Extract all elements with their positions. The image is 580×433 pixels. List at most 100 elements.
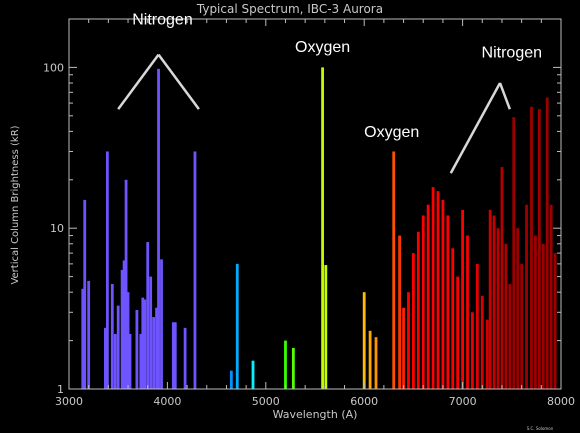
spectral-line [530,106,533,389]
spectral-line [500,167,504,389]
spectral-line [104,327,107,389]
spectral-line [407,292,410,389]
spectral-line [193,151,197,389]
spectral-line [324,265,328,389]
spectral-line [141,297,145,389]
spectral-line [149,276,153,389]
spectral-line [508,283,512,389]
spectral-line [504,243,508,389]
spectral-line [126,292,130,389]
spectral-line [171,322,175,389]
spectral-line [416,231,420,389]
x-tick-label: 6000 [350,395,378,408]
spectral-line [284,340,287,389]
spectral-line [291,347,295,389]
spectral-line [87,280,91,389]
spectral-line [485,319,489,389]
x-tick-label: 7000 [449,395,477,408]
y-tick-label: 10 [50,222,64,235]
spectral-line [120,269,124,389]
spectral-line [549,204,553,389]
spectral-line [157,68,160,389]
annotation-pointer [157,53,200,110]
chart-title: Typical Spectrum, IBC-3 Aurora [196,2,383,16]
spectral-line [412,253,415,389]
spectral-line [534,235,537,389]
spectral-line [488,209,492,389]
annotation-label: Oxygen [295,39,350,56]
spectral-line [475,263,479,389]
spectral-line [160,259,163,389]
x-tick-label: 4000 [153,395,181,408]
annotation-pointer [498,82,512,110]
spectral-line [441,199,445,389]
spectral-line [516,228,520,389]
spectral-line [431,187,435,389]
spectral-line [83,199,87,389]
spectral-line [143,299,147,389]
spectral-line [229,370,233,389]
y-tick-label: 1 [57,383,64,396]
x-tick-label: 8000 [547,395,575,408]
annotation-label: Nitrogen [132,11,192,28]
annotation-pointer [449,82,502,174]
x-tick-label: 3000 [55,395,83,408]
spectral-line [541,243,545,389]
spectral-line [110,283,114,389]
spectral-line [152,317,156,389]
annotation-pointer [117,53,160,110]
spectral-line [402,307,405,389]
spectral-line [155,307,158,389]
spectral-line [451,248,455,389]
x-axis-label: Wavelength (A) [273,408,358,421]
spectral-line [183,327,187,389]
spectral-line [235,263,239,389]
spectral-line [545,97,549,390]
spectral-line [446,215,450,389]
annotation-pointers [117,53,512,174]
spectral-line [135,309,139,389]
spectral-line [128,333,132,389]
spectral-line [512,117,516,389]
spectral-line [122,260,126,389]
spectral-line [139,333,143,389]
spectral-line [173,322,177,389]
x-tick-label: 5000 [252,395,280,408]
spectral-line [492,215,496,389]
spectral-line [480,295,484,389]
spectral-line [321,67,324,390]
spectral-line [537,109,541,390]
y-axis-label: Vertical Column Brightness (kR) [10,125,21,284]
spectral-line [251,360,255,389]
image-credit: S.C. Solomon [527,426,554,431]
spectral-line [436,191,440,389]
spectral-lines [81,67,557,390]
spectral-line [124,179,128,389]
spectral-line [398,235,402,389]
spectral-line [461,209,464,389]
spectral-line [471,312,474,389]
plot-frame [68,18,562,390]
y-tick-label: 100 [43,61,64,74]
spectral-line [553,253,557,389]
spectral-line [113,333,117,389]
spectral-line [421,215,425,389]
spectral-line [146,242,150,389]
spectral-line [105,151,109,389]
spectral-line [116,305,120,389]
spectral-line [81,288,85,389]
annotation-label: Nitrogen [482,45,542,62]
annotations: Nitrogen Oxygen Oxygen Nitrogen [132,11,542,140]
spectral-line [368,330,372,389]
spectral-line [362,292,366,389]
x-axis-ticks: 3000 4000 5000 6000 7000 8000 [55,19,575,408]
spectral-line [392,151,396,389]
annotation-label: Oxygen [364,124,419,141]
spectral-line [374,337,378,389]
spectral-line [466,235,469,389]
y-axis-ticks: 1 10 100 [43,61,561,396]
spectral-line [520,263,524,389]
spectral-line [456,276,460,389]
spectral-line [525,204,528,389]
